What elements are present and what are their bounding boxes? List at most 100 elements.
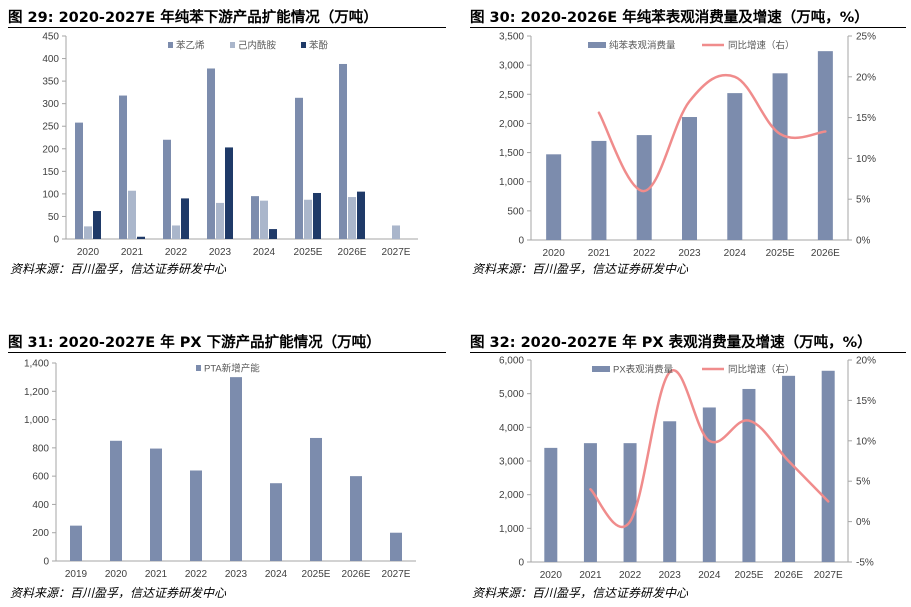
y2-tick-label: 5%: [856, 477, 871, 488]
legend-label: 纯苯表观消费量: [609, 40, 676, 52]
legend-label: 同比增速（右）: [728, 40, 795, 52]
bar: [817, 51, 833, 241]
source-note: 资料来源：百川盈孚，信达证券研发中心: [10, 586, 227, 600]
x-tick-label: 2022: [185, 569, 208, 580]
x-tick-label: 2025E: [302, 569, 331, 580]
title-divider: [470, 27, 906, 28]
chart-panel-4: 图 32: 2020-2027E 年 PX 表观消费量及增速（万吨，%） 0 1,…: [470, 331, 906, 603]
chart-svg: 0 500 1,000 1,500 2,000 2,500 3,000 3,500 0% 5% 10…: [499, 32, 876, 260]
y-tick-label: 450: [42, 32, 59, 43]
chart-panel-2: 图 30: 2020-2026E 年纯苯表观消费量及增速（万吨，%） 0 500 1…: [470, 6, 906, 276]
series-line: [597, 74, 827, 193]
bar: [93, 211, 101, 239]
x-tick-label: 2024: [698, 570, 721, 581]
x-tick-label: 2021: [588, 248, 611, 259]
x-tick-label: 2020: [540, 570, 563, 581]
title-divider: [8, 352, 446, 353]
panel-title: 图 29: 2020-2027E 年纯苯下游产品扩能情况（万吨）: [8, 10, 378, 26]
title-divider: [470, 352, 906, 353]
bar: [742, 388, 756, 562]
x-tick-label: 2026E: [774, 570, 803, 581]
y2-tick-label: 15%: [856, 396, 876, 407]
bar: [310, 437, 322, 561]
y2-tick-label: 0%: [856, 236, 871, 247]
legend-swatch: [196, 365, 201, 371]
y-tick-label: 0: [43, 557, 49, 568]
x-tick-label: 2021: [121, 247, 144, 258]
x-tick-label: 2027E: [382, 569, 411, 580]
bar: [782, 375, 796, 562]
legend-swatch: [168, 42, 173, 48]
legend-swatch: [230, 42, 235, 48]
y-tick-label: 1,200: [24, 387, 49, 398]
y-tick-label: 800: [32, 443, 49, 454]
bar: [727, 93, 743, 241]
x-tick-label: 2024: [724, 248, 747, 259]
x-tick-label: 2022: [633, 248, 656, 259]
bar: [251, 196, 259, 239]
bar: [390, 532, 402, 561]
x-tick-label: 2022: [165, 247, 188, 258]
legend-label: 同比增速（右）: [728, 364, 795, 376]
bar: [821, 370, 835, 562]
y-tick-label: 3,000: [499, 457, 524, 468]
source-note: 资料来源：百川盈孚，信达证券研发中心: [10, 262, 227, 276]
bar: [216, 202, 224, 239]
x-tick-label: 2026E: [342, 569, 371, 580]
bar: [350, 476, 362, 561]
bar: [348, 197, 356, 239]
bar: [583, 443, 597, 562]
x-tick-label: 2020: [77, 247, 100, 258]
legend-swatch: [588, 42, 606, 48]
chart-svg: 0 1,000 2,000 3,000 4,000 5,000 6,000 -5% 0% 5% 10…: [499, 356, 876, 582]
x-tick-label: 2020: [105, 569, 128, 580]
y2-tick-label: 25%: [856, 32, 876, 43]
y-tick-label: 3,500: [499, 32, 524, 43]
y2-tick-label: 20%: [856, 72, 876, 83]
bar: [190, 470, 202, 561]
x-tick-label: 2025E: [766, 248, 795, 259]
bar: [544, 447, 558, 562]
bar: [663, 421, 677, 562]
legend-label: 苯乙烯: [176, 40, 205, 52]
bar: [636, 135, 652, 240]
y-tick-label: 200: [42, 144, 59, 155]
bar: [313, 192, 321, 239]
y2-tick-label: 10%: [856, 154, 876, 165]
panel-title: 图 31: 2020-2027E 年 PX 下游产品扩能情况（万吨）: [8, 335, 381, 351]
series-line: [589, 368, 830, 529]
bar: [269, 229, 277, 239]
y-tick-label: 1,000: [24, 415, 49, 426]
chart-panel-1: 图 29: 2020-2027E 年纯苯下游产品扩能情况（万吨） 0 50 100 1…: [8, 6, 446, 276]
y2-tick-label: 5%: [856, 195, 871, 206]
legend-label: 苯酚: [309, 40, 329, 52]
bar: [119, 95, 127, 240]
x-tick-label: 2023: [209, 247, 232, 258]
bar: [163, 139, 171, 239]
y-tick-label: 50: [48, 212, 60, 223]
source-note: 资料来源：百川盈孚，信达证券研发中心: [472, 262, 689, 276]
x-tick-label: 2023: [225, 569, 248, 580]
x-tick-label: 2026E: [338, 247, 367, 258]
bar: [70, 525, 82, 561]
bar: [84, 226, 92, 239]
x-tick-label: 2019: [65, 569, 88, 580]
bar: [230, 377, 242, 561]
bar: [702, 407, 716, 562]
x-tick-label: 2021: [145, 569, 168, 580]
bar: [181, 198, 189, 239]
bar: [392, 225, 400, 239]
bar: [591, 140, 607, 240]
x-tick-label: 2023: [659, 570, 682, 581]
bar: [546, 154, 562, 240]
y-tick-label: 600: [32, 472, 49, 483]
panel-title: 图 30: 2020-2026E 年纯苯表观消费量及增速（万吨，%）: [470, 10, 869, 26]
y-tick-label: 1,500: [499, 148, 524, 159]
bar: [128, 190, 136, 239]
y2-tick-label: 15%: [856, 113, 876, 124]
bar: [137, 236, 145, 239]
y2-tick-label: 20%: [856, 356, 876, 367]
bar: [225, 147, 233, 239]
panel-title: 图 32: 2020-2027E 年 PX 表观消费量及增速（万吨，%）: [470, 335, 872, 351]
y-tick-label: 200: [32, 528, 49, 539]
